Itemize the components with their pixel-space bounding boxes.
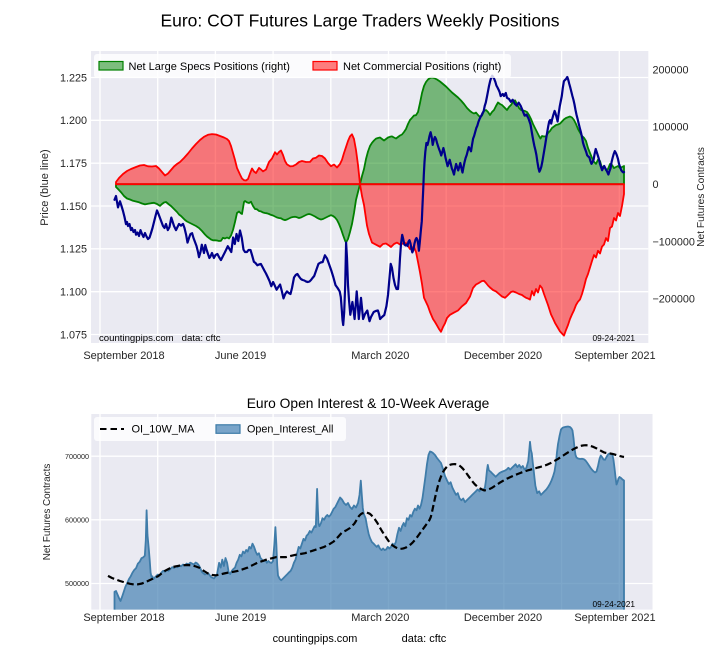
svg-text:0: 0 — [653, 179, 659, 191]
svg-text:December 2020: December 2020 — [464, 612, 542, 624]
svg-text:1.150: 1.150 — [60, 201, 87, 213]
svg-text:Net Large Specs Positions (rig: Net Large Specs Positions (right) — [129, 61, 290, 73]
svg-text:countingpips.com: countingpips.com — [273, 633, 358, 645]
svg-text:June 2019: June 2019 — [215, 612, 266, 624]
svg-text:June 2019: June 2019 — [215, 350, 266, 362]
svg-text:Net Futures Contracts: Net Futures Contracts — [42, 464, 53, 561]
svg-text:−200000: −200000 — [653, 294, 695, 306]
svg-text:09-24-2021: 09-24-2021 — [593, 599, 636, 609]
svg-text:data: cftc: data: cftc — [402, 633, 447, 645]
svg-text:December 2020: December 2020 — [464, 350, 542, 362]
svg-text:Net Commercial Positions (righ: Net Commercial Positions (right) — [343, 61, 501, 73]
svg-text:September 2021: September 2021 — [574, 350, 655, 362]
svg-text:countingpips.com data: cftc: countingpips.com data: cftc — [99, 333, 221, 344]
svg-text:September 2021: September 2021 — [574, 612, 655, 624]
svg-text:09-24-2021: 09-24-2021 — [593, 333, 636, 343]
svg-text:September 2018: September 2018 — [83, 612, 164, 624]
svg-text:Price (blue line): Price (blue line) — [39, 149, 51, 225]
svg-text:−100000: −100000 — [653, 236, 695, 248]
svg-text:March 2020: March 2020 — [351, 612, 409, 624]
svg-text:200000: 200000 — [653, 64, 689, 76]
svg-text:Euro: COT Futures Large Trader: Euro: COT Futures Large Traders Weekly P… — [160, 11, 559, 31]
svg-text:Open_Interest_All: Open_Interest_All — [247, 424, 333, 436]
svg-text:1.175: 1.175 — [60, 158, 87, 170]
svg-text:1.075: 1.075 — [60, 329, 87, 341]
svg-text:1.125: 1.125 — [60, 244, 87, 256]
svg-text:Net Futures Contracts: Net Futures Contracts — [696, 147, 707, 247]
svg-text:1.225: 1.225 — [60, 72, 87, 84]
svg-text:500000: 500000 — [65, 579, 89, 588]
svg-text:Euro Open Interest & 10-Week A: Euro Open Interest & 10-Week Average — [247, 396, 490, 411]
svg-text:September 2018: September 2018 — [83, 350, 164, 362]
svg-text:100000: 100000 — [653, 122, 689, 134]
svg-text:March 2020: March 2020 — [351, 350, 409, 362]
svg-text:700000: 700000 — [65, 452, 89, 461]
svg-text:1.200: 1.200 — [60, 115, 87, 127]
svg-text:600000: 600000 — [65, 515, 89, 524]
svg-text:1.100: 1.100 — [60, 287, 87, 299]
svg-text:OI_10W_MA: OI_10W_MA — [132, 424, 196, 436]
